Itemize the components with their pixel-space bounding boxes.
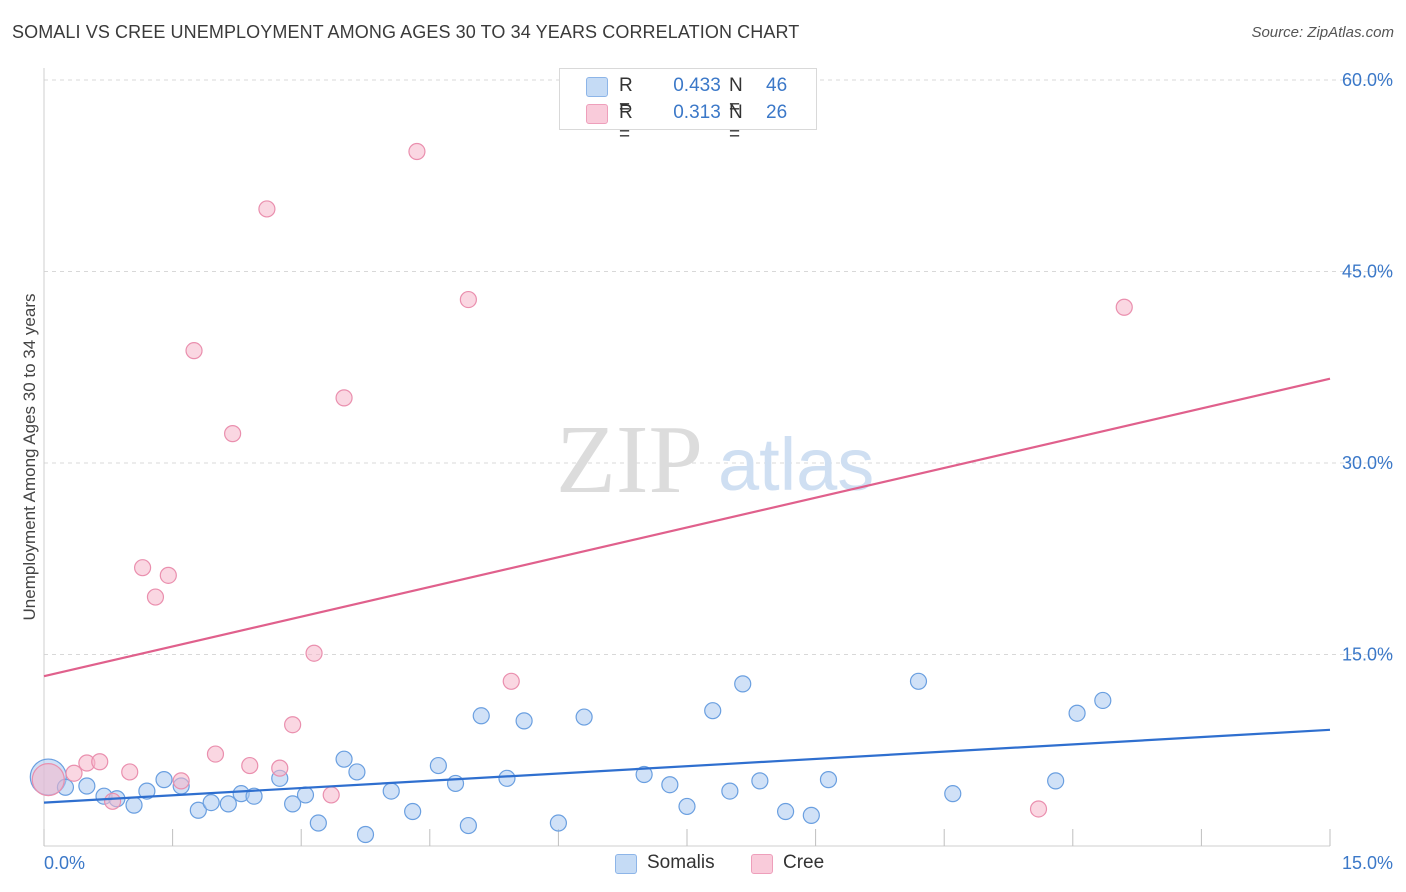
somalis-point — [1047, 772, 1065, 790]
somalis-point — [704, 702, 722, 720]
somalis-point — [575, 708, 593, 726]
somalis-point — [125, 796, 143, 814]
r-label: R = — [619, 75, 633, 118]
watermark: ZIP atlas — [556, 406, 874, 514]
somalis-point — [348, 763, 366, 781]
n-value: 46 — [766, 75, 788, 96]
cree-point — [121, 763, 139, 781]
data-points — [29, 142, 1133, 844]
cree-point — [31, 763, 65, 797]
somalis-point — [515, 712, 533, 730]
y-tick-label: 15.0% — [1342, 645, 1393, 665]
tick-labels: 15.0% 30.0% 45.0% 60.0% 0.0% 15.0% — [44, 70, 1393, 873]
cree-swatch — [751, 854, 773, 874]
somalis-swatch — [586, 77, 608, 97]
somalis-point — [429, 756, 447, 775]
cree-point — [408, 142, 426, 161]
somalis-point — [721, 782, 739, 800]
somalis-point — [549, 814, 568, 832]
somalis-point — [498, 769, 516, 787]
somalis-point — [189, 801, 207, 819]
somalis-point — [382, 782, 400, 800]
cree-point — [241, 756, 259, 775]
somalis-swatch — [615, 854, 637, 874]
cree-point — [305, 644, 323, 662]
somalis-point — [404, 802, 422, 821]
r-label: R = — [619, 102, 633, 145]
somalis-point — [1094, 691, 1112, 710]
somalis-point — [802, 806, 820, 824]
cree-point — [91, 753, 109, 771]
somalis-point — [296, 786, 315, 804]
somalis-point — [776, 802, 795, 821]
somalis-point — [446, 774, 465, 793]
source-label: Source: ZipAtlas.com — [1251, 24, 1394, 41]
somalis-point — [734, 675, 752, 693]
chart-title: SOMALI VS CREE UNEMPLOYMENT AMONG AGES 3… — [12, 22, 800, 42]
somalis-point — [138, 782, 156, 800]
n-value: 26 — [766, 102, 788, 123]
r-value: 0.433 — [673, 75, 721, 96]
n-label: N = — [729, 102, 743, 145]
watermark-atlas: atlas — [718, 423, 874, 506]
cree-point — [159, 566, 177, 584]
cree-point — [172, 772, 190, 790]
cree-point — [502, 672, 520, 690]
somalis-point — [661, 776, 679, 794]
somalis-point — [219, 795, 237, 813]
somalis-point — [356, 825, 375, 844]
cree-point — [103, 792, 122, 810]
x-tick-label: 0.0% — [44, 853, 85, 873]
stats-legend: R = 0.433 N = 46 R = 0.313 N = 26 — [559, 68, 817, 145]
r-value: 0.313 — [673, 102, 721, 123]
somalis-point — [944, 785, 962, 803]
somalis-point — [202, 793, 220, 812]
cree-point — [258, 200, 276, 218]
legend-label-cree: Cree — [783, 852, 825, 873]
cree-trend-line — [43, 377, 1331, 678]
cree-point — [65, 764, 83, 782]
cree-point — [271, 759, 289, 777]
somalis-point — [909, 672, 928, 690]
cree-point — [206, 745, 225, 763]
somalis-point — [335, 750, 353, 768]
somalis-point — [1068, 704, 1086, 722]
y-tick-label: 60.0% — [1342, 70, 1393, 90]
cree-point — [185, 342, 203, 360]
somalis-point — [155, 771, 173, 789]
somalis-point — [635, 765, 653, 784]
cree-point — [335, 389, 353, 407]
cree-point — [224, 425, 242, 443]
trend-lines — [43, 377, 1331, 804]
somalis-point — [459, 816, 477, 835]
cree-point — [322, 786, 340, 804]
y-tick-label: 45.0% — [1342, 262, 1393, 282]
y-tick-label: 30.0% — [1342, 453, 1393, 473]
grid-lines — [44, 79, 1392, 655]
cree-point — [133, 559, 152, 577]
cree-point — [1029, 800, 1048, 818]
somalis-point — [819, 771, 838, 789]
y-axis-label: Unemployment Among Ages 30 to 34 years — [20, 293, 39, 621]
somalis-point — [284, 795, 302, 813]
cree-point — [459, 290, 477, 309]
n-label: N = — [729, 75, 743, 118]
cree-swatch — [586, 104, 608, 124]
somalis-point — [472, 707, 490, 725]
cree-point — [1115, 298, 1133, 316]
somalis-point — [78, 777, 96, 795]
cree-point — [146, 588, 165, 606]
watermark-zip: ZIP — [556, 406, 703, 514]
somalis-point — [309, 814, 327, 832]
somalis-point — [751, 772, 769, 790]
cree-point — [284, 716, 302, 734]
somalis-point — [245, 787, 263, 805]
x-tick-label: 15.0% — [1342, 853, 1393, 873]
somalis-trend-line — [43, 728, 1331, 804]
legend-label-somalis: Somalis — [647, 852, 715, 873]
somalis-point — [678, 797, 696, 816]
axes — [43, 68, 1331, 847]
